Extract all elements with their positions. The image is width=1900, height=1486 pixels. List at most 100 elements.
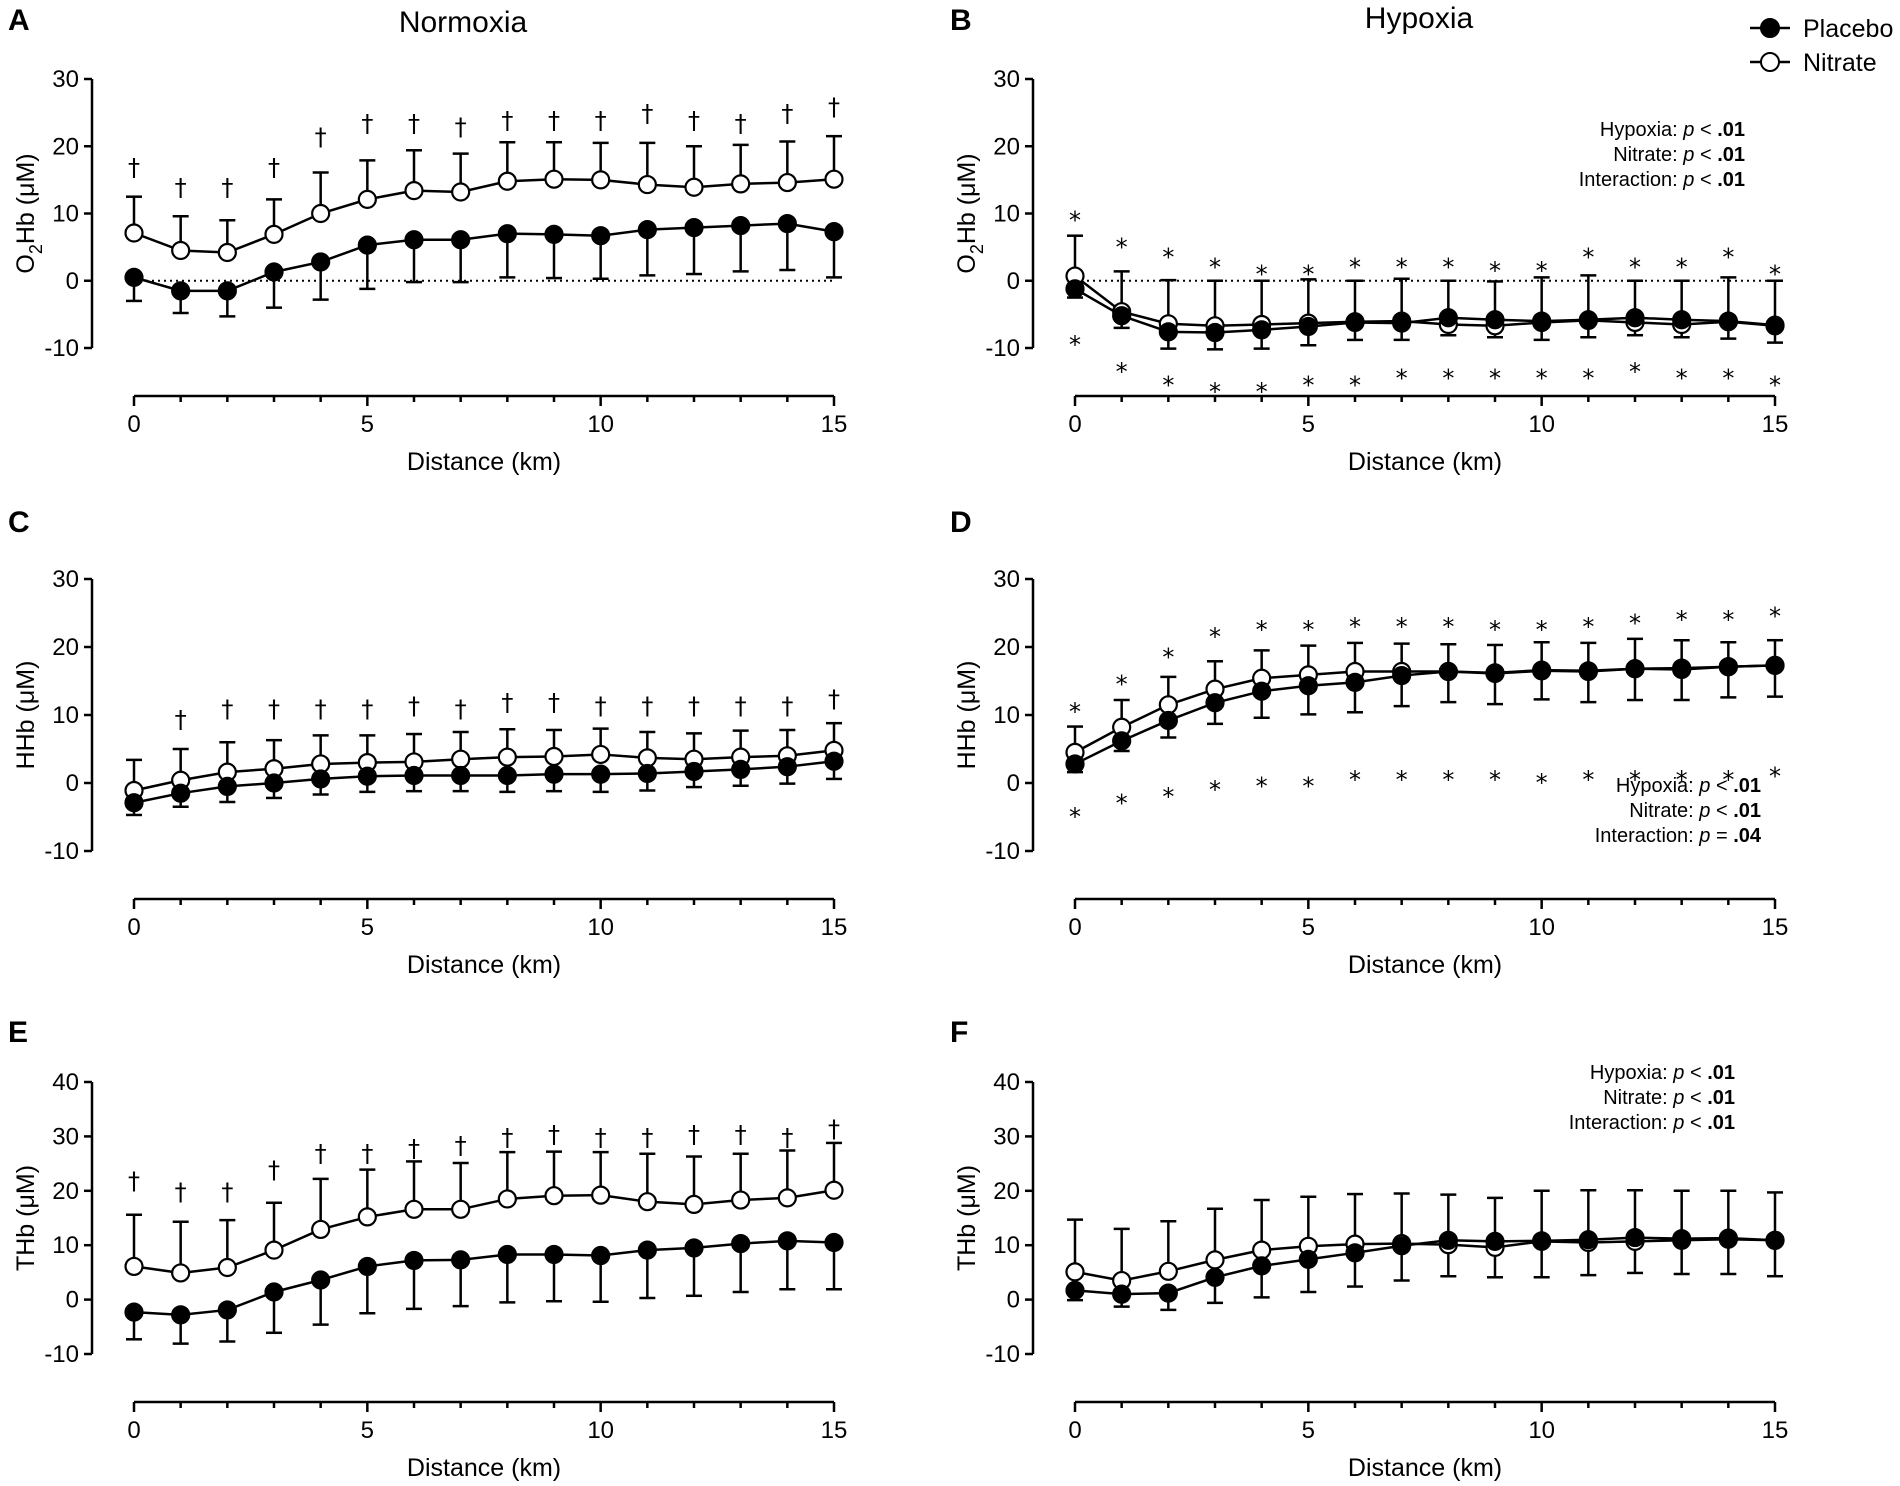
placebo-point xyxy=(404,1250,424,1271)
placebo-point xyxy=(1578,1230,1598,1250)
placebo-point xyxy=(1438,1230,1458,1250)
nitrate-point xyxy=(404,181,424,201)
significance-dagger: † xyxy=(548,1121,560,1149)
stats-p-symbol: p xyxy=(1672,1062,1684,1084)
placebo-point xyxy=(637,220,657,240)
stats-p-symbol: p xyxy=(1698,825,1710,847)
placebo-point xyxy=(1205,322,1225,343)
significance-asterisk: * xyxy=(1536,257,1548,285)
y-tick-label: 30 xyxy=(52,566,79,593)
stats-line: Interaction: p = .04 xyxy=(1595,825,1762,847)
nitrate-point xyxy=(451,749,471,769)
significance-asterisk: * xyxy=(1582,243,1594,271)
placebo-point xyxy=(1485,310,1505,330)
placebo-point xyxy=(731,1233,751,1254)
stats-operator: < xyxy=(1684,1112,1707,1134)
significance-asterisk: * xyxy=(1489,616,1501,644)
placebo-point xyxy=(311,252,331,272)
y-axis-label: HHb (μM) xyxy=(953,661,981,770)
placebo-point xyxy=(1718,311,1738,331)
stats-p-symbol: p xyxy=(1698,800,1710,822)
stats-p-value: .01 xyxy=(1707,1062,1735,1084)
placebo-point xyxy=(824,1232,844,1253)
significance-dagger: † xyxy=(641,692,653,720)
x-axis-label: Distance (km) xyxy=(407,1454,561,1482)
stats-factor-label: Nitrate: xyxy=(1629,800,1699,822)
placebo-point xyxy=(171,281,191,301)
nitrate-point xyxy=(591,1185,611,1205)
stats-factor-label: Nitrate: xyxy=(1613,144,1683,166)
placebo-point xyxy=(591,764,611,784)
placebo-point xyxy=(1252,320,1272,340)
significance-dagger: † xyxy=(221,695,233,723)
significance-dagger: † xyxy=(781,1123,793,1151)
placebo-point xyxy=(1205,1267,1225,1287)
placebo-point xyxy=(124,793,144,813)
placebo-series-line xyxy=(133,759,835,804)
significance-asterisk: * xyxy=(1489,365,1501,393)
y-tick-label: -10 xyxy=(985,1341,1020,1368)
y-tick-label: 10 xyxy=(993,702,1020,729)
significance-asterisk: * xyxy=(1069,803,1081,831)
nitrate-series-line xyxy=(133,1189,835,1275)
x-tick-label: 10 xyxy=(587,1417,614,1444)
significance-asterisk: * xyxy=(1162,643,1174,671)
placebo-point xyxy=(311,769,331,789)
significance-dagger: † xyxy=(361,1140,373,1168)
stats-p-value: .01 xyxy=(1717,119,1745,141)
nitrate-point xyxy=(591,170,611,190)
placebo-point xyxy=(264,1282,284,1302)
placebo-point xyxy=(217,776,237,797)
x-tick-label: 15 xyxy=(1762,914,1789,941)
significance-asterisk: * xyxy=(1582,766,1594,794)
y-tick-label: 30 xyxy=(993,566,1020,593)
stats-line: Interaction: p < .01 xyxy=(1579,169,1745,191)
significance-asterisk: * xyxy=(1396,613,1408,641)
significance-asterisk: * xyxy=(1769,762,1781,790)
stats-p-value: .01 xyxy=(1707,1112,1735,1134)
x-tick-label: 0 xyxy=(127,1417,140,1444)
placebo-point xyxy=(824,222,844,242)
y-tick-label: 40 xyxy=(52,1069,79,1096)
significance-asterisk: * xyxy=(1069,698,1081,726)
stats-p-value: .01 xyxy=(1733,775,1761,797)
placebo-series-line xyxy=(1074,664,1776,766)
nitrate-point xyxy=(544,169,564,189)
stats-operator: < xyxy=(1694,144,1717,166)
placebo-point xyxy=(1578,661,1598,681)
panel-label: E xyxy=(8,1016,28,1049)
significance-dagger: † xyxy=(595,1123,607,1151)
nitrate-point xyxy=(404,1199,424,1219)
placebo-point xyxy=(731,216,751,236)
panel-f: F -10 0 10 20 30 40 0 5 10 15 Distance (km) THb (μM)… xyxy=(950,1016,1788,1482)
nitrate-point xyxy=(451,182,471,202)
placebo-point xyxy=(637,1240,657,1260)
x-tick-label: 10 xyxy=(587,411,614,438)
placebo-point xyxy=(1485,663,1505,683)
significance-dagger: † xyxy=(221,1178,233,1206)
placebo-point xyxy=(1625,659,1645,679)
significance-asterisk: * xyxy=(1536,365,1548,393)
nitrate-point xyxy=(544,1186,564,1206)
x-tick-label: 5 xyxy=(361,411,374,438)
significance-dagger: † xyxy=(501,1123,513,1151)
placebo-point xyxy=(1298,316,1318,337)
nitrate-point xyxy=(731,1190,751,1210)
placebo-point xyxy=(1345,1243,1365,1263)
placebo-series-line xyxy=(133,1239,835,1317)
significance-dagger: † xyxy=(175,174,187,202)
significance-asterisk: * xyxy=(1256,616,1268,644)
significance-dagger: † xyxy=(641,1123,653,1151)
significance-dagger: † xyxy=(221,174,233,202)
y-tick-label: 20 xyxy=(52,1178,79,1205)
significance-asterisk: * xyxy=(1629,358,1641,386)
nitrate-point xyxy=(824,1180,844,1200)
significance-asterisk: * xyxy=(1396,254,1408,282)
placebo-point xyxy=(1065,1280,1085,1300)
placebo-point xyxy=(637,763,657,784)
y-axis-label-subscript: 2 xyxy=(26,244,46,254)
stats-p-value: .01 xyxy=(1707,1087,1735,1109)
placebo-point xyxy=(404,765,424,786)
placebo-point xyxy=(684,218,704,238)
placebo-point xyxy=(777,213,797,234)
